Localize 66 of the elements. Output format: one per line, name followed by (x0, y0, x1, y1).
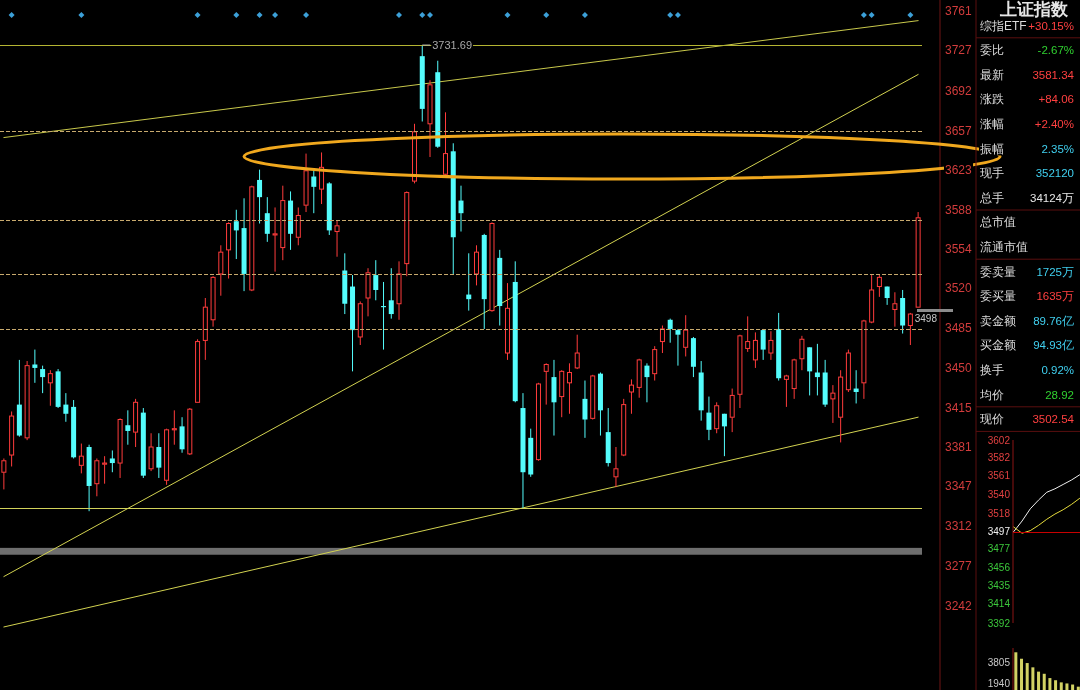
annotation: 3731.69 (432, 39, 473, 52)
y-tick-label: 3415 (945, 401, 973, 416)
y-tick-label: 3242 (945, 599, 973, 614)
y-tick-label: 3477 (987, 543, 1011, 555)
text: 89.76亿 (1033, 314, 1074, 327)
category-label: 现价 (980, 412, 1004, 427)
text: 34124万 (1030, 191, 1074, 204)
y-tick-label: 3761 (945, 4, 973, 19)
y-tick-label: 3540 (987, 488, 1011, 500)
text: 上证指数 (999, 0, 1069, 19)
y-tick-label: 3450 (945, 360, 973, 375)
category-label: 现手 (980, 166, 1004, 181)
y-tick-label: 3520 (945, 280, 973, 295)
y-tick-label: 3554 (945, 241, 973, 256)
category-label: 流通市值 (980, 239, 1028, 254)
text: -2.67% (1037, 44, 1074, 57)
y-tick-label: 3414 (987, 598, 1011, 610)
y-tick-label: 3381 (945, 440, 973, 455)
text: 0.92% (1041, 363, 1074, 376)
y-tick-label: 3485 (945, 320, 973, 335)
line-series (1013, 497, 1080, 534)
y-tick-label: 3561 (987, 470, 1011, 482)
category-label: 涨幅 (980, 116, 1004, 131)
category-label: 卖金额 (980, 313, 1016, 328)
y-tick-label: 3805 (987, 657, 1011, 669)
category-label: 总市值 (979, 215, 1016, 230)
y-tick-label: 3392 (987, 617, 1011, 629)
y-tick-label: 3623 (945, 162, 973, 177)
y-tick-label: 3497 (987, 526, 1011, 537)
text: 28.92 (1045, 388, 1074, 401)
y-tick-label: 3588 (945, 202, 973, 217)
category-label: 委比 (980, 43, 1004, 58)
text: 1725万 (1036, 265, 1074, 278)
y-tick-label: 3518 (987, 507, 1011, 519)
annotation: 3498 (914, 312, 938, 324)
y-tick-label: 3456 (987, 561, 1011, 573)
category-label: 综指ETF (980, 18, 1027, 33)
y-tick-label: 3582 (987, 451, 1011, 463)
y-tick-label: 3692 (945, 83, 973, 98)
text: 2.35% (1041, 142, 1074, 155)
text: 1635万 (1036, 290, 1074, 303)
category-label: 最新 (980, 67, 1004, 82)
text: +84.06 (1038, 93, 1074, 106)
y-tick-label: 3435 (987, 580, 1011, 592)
text: 94.93亿 (1033, 339, 1074, 352)
y-tick-label: 3277 (945, 559, 973, 574)
y-tick-label: 1940 (987, 677, 1011, 689)
y-tick-label: 3312 (945, 519, 973, 534)
category-label: 总手 (979, 190, 1004, 205)
category-label: 振幅 (980, 141, 1004, 156)
text: 352120 (1035, 167, 1074, 180)
line-series (1013, 474, 1080, 532)
text: +2.40% (1034, 117, 1074, 130)
y-tick-label: 3727 (945, 43, 973, 58)
text: +30.15% (1028, 19, 1074, 32)
category-label: 买金额 (980, 338, 1016, 353)
category-label: 委买量 (980, 289, 1016, 304)
category-label: 均价 (979, 387, 1004, 402)
category-label: 委卖量 (980, 264, 1016, 279)
text: 3581.34 (1032, 68, 1074, 81)
y-tick-label: 3657 (945, 123, 973, 138)
y-tick-label: 3602 (987, 434, 1011, 446)
y-tick-label: 3347 (945, 478, 973, 493)
text: 3502.54 (1032, 413, 1074, 426)
category-label: 换手 (980, 362, 1004, 377)
category-label: 涨跌 (980, 92, 1004, 107)
